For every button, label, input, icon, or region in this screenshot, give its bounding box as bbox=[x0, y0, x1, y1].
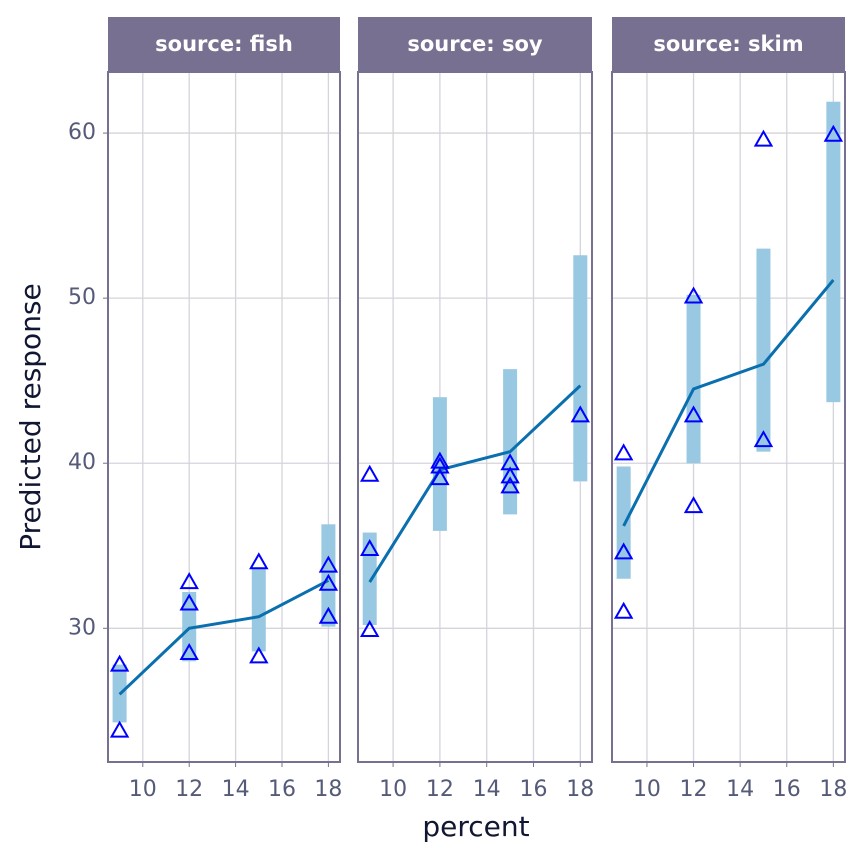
data-point bbox=[570, 405, 591, 423]
y-tick-label: 50 bbox=[68, 285, 96, 310]
data-point bbox=[683, 286, 704, 304]
data-point bbox=[683, 496, 704, 514]
data-point bbox=[823, 124, 844, 142]
data-point bbox=[500, 466, 520, 484]
data-point bbox=[430, 451, 450, 469]
x-tick-label: 16 bbox=[520, 777, 548, 802]
confidence-band bbox=[826, 101, 841, 403]
y-axis-title: Predicted response bbox=[14, 283, 47, 551]
data-point bbox=[430, 456, 450, 474]
fit-line bbox=[368, 384, 582, 583]
confidence-band bbox=[362, 532, 377, 625]
data-point bbox=[249, 552, 269, 570]
y-tick-label: 30 bbox=[68, 615, 96, 640]
confidence-band bbox=[251, 568, 266, 652]
confidence-band bbox=[686, 294, 701, 464]
x-axis-title: percent bbox=[422, 810, 529, 843]
facet-strip bbox=[108, 17, 340, 72]
x-tick-label: 12 bbox=[680, 777, 708, 802]
data-point bbox=[359, 539, 380, 557]
facet-title: source: skim bbox=[653, 32, 803, 56]
facet-title: source: fish bbox=[155, 32, 293, 56]
x-tick-label: 10 bbox=[379, 777, 407, 802]
data-point bbox=[359, 464, 380, 482]
x-tick-label: 10 bbox=[129, 777, 157, 802]
data-point bbox=[613, 542, 634, 560]
x-tick-label: 14 bbox=[222, 777, 250, 802]
x-tick-label: 14 bbox=[473, 777, 501, 802]
confidence-band bbox=[756, 248, 771, 452]
y-tick-label: 60 bbox=[68, 120, 96, 145]
data-point bbox=[430, 468, 450, 486]
confidence-band bbox=[573, 255, 588, 482]
data-point bbox=[318, 606, 339, 624]
data-point bbox=[179, 572, 199, 590]
data-point bbox=[613, 601, 634, 619]
data-point bbox=[318, 573, 339, 591]
data-point bbox=[359, 619, 380, 637]
data-point bbox=[179, 593, 199, 611]
data-point bbox=[683, 405, 704, 423]
data-point bbox=[179, 643, 199, 661]
data-point bbox=[249, 646, 269, 664]
x-tick-label: 16 bbox=[773, 777, 801, 802]
data-point bbox=[753, 430, 774, 448]
x-tick-label: 18 bbox=[314, 777, 342, 802]
x-tick-label: 16 bbox=[268, 777, 296, 802]
data-point bbox=[613, 443, 634, 461]
x-tick-label: 10 bbox=[633, 777, 661, 802]
x-tick-label: 18 bbox=[819, 777, 847, 802]
y-tick-label: 40 bbox=[68, 450, 96, 475]
data-point bbox=[109, 654, 130, 672]
data-point bbox=[500, 476, 520, 494]
x-tick-label: 14 bbox=[726, 777, 754, 802]
fit-line bbox=[622, 279, 835, 527]
fit-line bbox=[118, 579, 330, 696]
facet-strip bbox=[358, 17, 592, 72]
data-point bbox=[109, 720, 130, 738]
data-point bbox=[318, 555, 339, 573]
x-tick-label: 18 bbox=[566, 777, 594, 802]
x-tick-label: 12 bbox=[175, 777, 203, 802]
confidence-band bbox=[432, 397, 447, 531]
data-point bbox=[753, 129, 774, 147]
facet-title: source: soy bbox=[407, 32, 543, 56]
x-tick-label: 12 bbox=[426, 777, 454, 802]
facet-strip bbox=[612, 17, 845, 72]
confidence-band bbox=[503, 369, 518, 515]
confidence-band bbox=[616, 466, 631, 579]
